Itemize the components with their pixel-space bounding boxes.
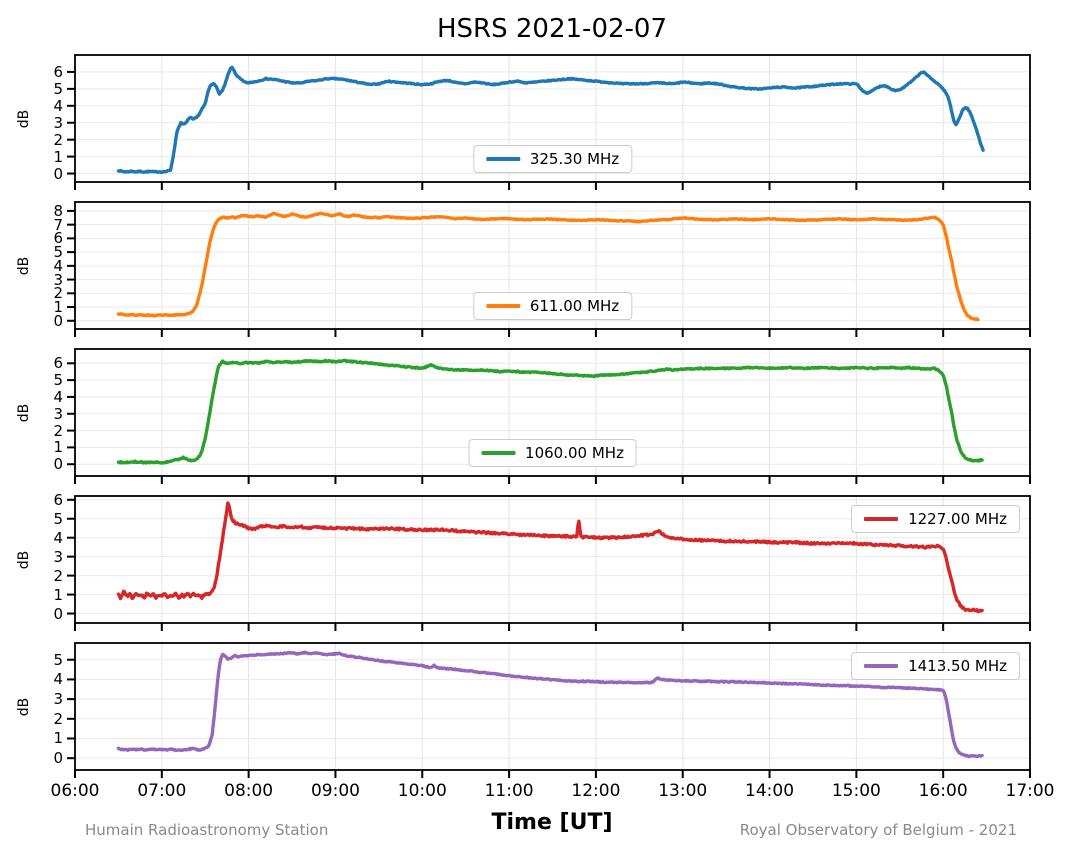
y-tick-label: 1	[53, 438, 63, 457]
y-tick-label: 6	[53, 229, 63, 248]
legend-label: 325.30 MHz	[529, 150, 620, 168]
y-tick-label: 4	[53, 528, 63, 547]
legend-label: 611.00 MHz	[529, 297, 620, 315]
x-tick-label: 12:00	[571, 781, 621, 801]
legend-box: 325.30 MHz	[472, 145, 633, 173]
y-tick-label: 4	[53, 96, 63, 115]
legend-line-sample	[481, 451, 516, 455]
y-tick-label: 2	[53, 284, 63, 303]
x-tick-label: 10:00	[397, 781, 447, 801]
y-tick-label: 2	[53, 566, 63, 585]
y-tick-label: 4	[53, 256, 63, 275]
y-tick-label: 3	[53, 113, 63, 132]
axes-border	[74, 54, 1031, 183]
x-tick-label: 16:00	[918, 781, 968, 801]
y-tick-label: 7	[53, 215, 63, 234]
y-tick-label: 4	[53, 387, 63, 406]
x-tick-label: 08:00	[224, 781, 274, 801]
data-line-325.30-MHz	[116, 65, 985, 174]
data-line-1413.50-MHz	[116, 650, 984, 759]
legend-box: 611.00 MHz	[472, 292, 633, 320]
y-tick-label: 8	[53, 201, 63, 220]
x-tick-label: 11:00	[484, 781, 534, 801]
y-tick-label: 2	[53, 421, 63, 440]
y-tick-label: 2	[53, 709, 63, 728]
y-tick-label: 2	[53, 130, 63, 149]
legend-label: 1227.00 MHz	[908, 510, 1007, 528]
y-tick-label: 5	[53, 243, 63, 262]
y-axis-label: dB	[16, 550, 32, 569]
y-tick-label: 3	[53, 404, 63, 423]
legend-line-sample	[485, 304, 520, 308]
chart-title: HSRS 2021-02-07	[437, 14, 667, 44]
y-tick-label: 0	[53, 455, 63, 474]
y-tick-label: 6	[53, 490, 63, 509]
x-tick-label: 15:00	[831, 781, 881, 801]
y-tick-label: 5	[53, 79, 63, 98]
legend-box: 1413.50 MHz	[851, 652, 1020, 680]
axes-border	[74, 642, 1031, 771]
y-tick-label: 1	[53, 147, 63, 166]
data-line-1060.00-MHz	[116, 358, 984, 465]
y-axis-label: dB	[16, 109, 32, 128]
footer-observatory-credit: Royal Observatory of Belgium - 2021	[739, 821, 1017, 839]
x-tick-label: 14:00	[745, 781, 795, 801]
x-tick-label: 09:00	[310, 781, 360, 801]
y-tick-label: 0	[53, 749, 63, 768]
y-tick-label: 3	[53, 547, 63, 566]
y-tick-label: 0	[53, 164, 63, 183]
y-tick-label: 1	[53, 298, 63, 317]
y-tick-label: 6	[53, 354, 63, 373]
y-axis-label: dB	[16, 256, 32, 275]
footer-station-name: Humain Radioastronomy Station	[85, 821, 329, 839]
y-tick-label: 4	[53, 670, 63, 689]
x-tick-label: 13:00	[658, 781, 708, 801]
y-tick-label: 5	[53, 650, 63, 669]
legend-box: 1060.00 MHz	[468, 439, 637, 467]
legend-label: 1413.50 MHz	[908, 657, 1007, 675]
x-tick-label: 07:00	[137, 781, 187, 801]
x-tick-label: 17:00	[1005, 781, 1055, 801]
data-line-1227.00-MHz	[116, 501, 984, 614]
x-axis-label: Time [UT]	[491, 810, 613, 835]
y-tick-label: 3	[53, 270, 63, 289]
legend-line-sample	[864, 664, 899, 668]
y-axis-label: dB	[16, 697, 32, 716]
data-line-611.00-MHz	[116, 211, 980, 322]
legend-box: 1227.00 MHz	[851, 505, 1020, 533]
legend-label: 1060.00 MHz	[525, 444, 624, 462]
axes-border	[74, 348, 1031, 477]
y-tick-label: 0	[53, 311, 63, 330]
y-axis-label: dB	[16, 403, 32, 422]
y-tick-label: 3	[53, 690, 63, 709]
x-tick-label: 06:00	[50, 781, 100, 801]
y-tick-label: 5	[53, 371, 63, 390]
legend-line-sample	[864, 517, 899, 521]
axes-border	[74, 495, 1031, 624]
legend-line-sample	[485, 157, 520, 161]
y-tick-label: 0	[53, 604, 63, 623]
y-tick-label: 1	[53, 585, 63, 604]
y-tick-label: 6	[53, 62, 63, 81]
y-tick-label: 1	[53, 729, 63, 748]
y-tick-label: 5	[53, 509, 63, 528]
